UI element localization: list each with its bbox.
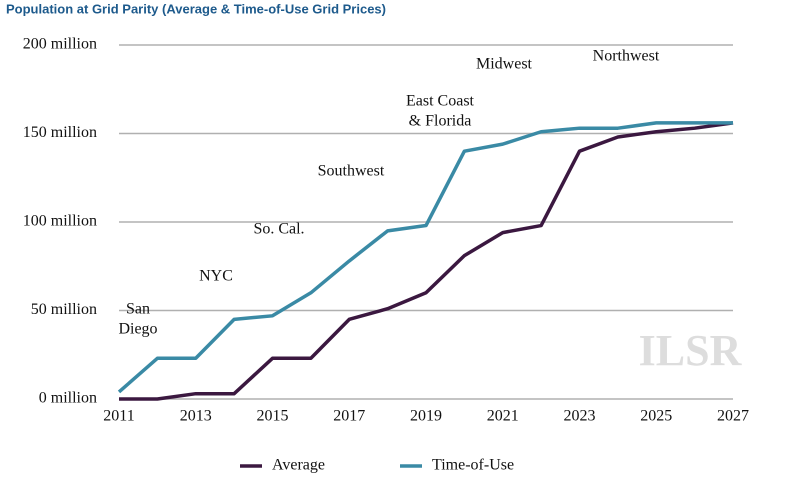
x-tick-label: 2017 — [333, 408, 365, 425]
annotation: Northwest — [593, 48, 660, 65]
annotation: Midwest — [476, 56, 533, 73]
y-tick-label: 50 million — [31, 301, 97, 318]
chart-title: Population at Grid Parity (Average & Tim… — [6, 1, 386, 16]
annotation: & Florida — [409, 113, 472, 130]
x-tick-label: 2023 — [564, 408, 596, 425]
annotation: East Coast — [406, 93, 475, 110]
series-line — [119, 121, 734, 401]
y-tick-label: 0 million — [39, 390, 97, 407]
x-tick-label: 2019 — [410, 408, 442, 425]
series-line — [117, 121, 733, 394]
y-tick-label: 100 million — [23, 213, 97, 230]
y-tick-label: 150 million — [23, 124, 97, 141]
watermark: ILSR — [639, 326, 743, 375]
x-tick-label: 2015 — [257, 408, 289, 425]
x-tick-label: 2025 — [640, 408, 672, 425]
annotation: Southwest — [318, 163, 385, 180]
annotation: So. Cal. — [253, 221, 304, 238]
y-tick-label: 200 million — [23, 36, 97, 53]
x-tick-label: 2021 — [487, 408, 519, 425]
annotation: Diego — [118, 321, 157, 338]
annotation: San — [126, 301, 150, 318]
annotation: NYC — [199, 268, 233, 285]
x-tick-label: 2013 — [180, 408, 212, 425]
legend-label: Average — [272, 457, 325, 474]
x-tick-label: 2027 — [717, 408, 749, 425]
legend-label: Time-of-Use — [432, 457, 514, 474]
x-tick-label: 2011 — [103, 408, 134, 425]
